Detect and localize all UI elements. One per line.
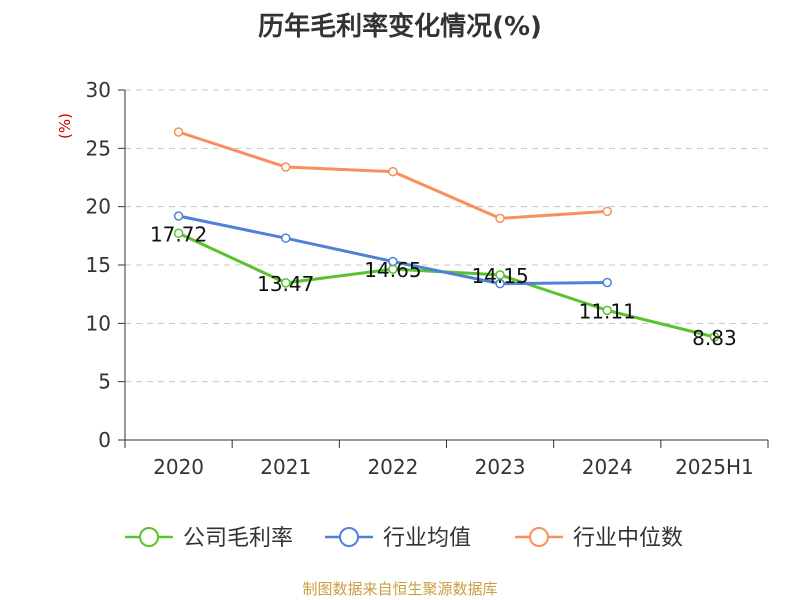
- data-point[interactable]: [173, 228, 184, 239]
- data-label: 13.47: [257, 272, 314, 296]
- legend-swatch-marker: [529, 527, 549, 547]
- x-tick-label: 2024: [582, 455, 633, 479]
- y-tick-label: 5: [98, 370, 111, 394]
- y-tick-label: 25: [86, 136, 111, 160]
- data-point[interactable]: [602, 277, 612, 288]
- axes: 0 5 10 15 20 25 30 (%) 2020 2021 2022 2023 2024 2025H…: [56, 78, 769, 479]
- data-point[interactable]: [709, 332, 720, 342]
- legend-label: 公司毛利率: [183, 526, 293, 551]
- data-point[interactable]: [173, 127, 184, 137]
- data-point[interactable]: [388, 256, 398, 267]
- legend-label: 行业中位数: [573, 526, 683, 551]
- x-tick-label: 2020: [153, 455, 204, 479]
- data-point[interactable]: [173, 211, 184, 221]
- legend-item-1[interactable]: 公司毛利率: [125, 526, 293, 551]
- y-tick-label: 30: [86, 78, 111, 102]
- y-tick-label: 10: [86, 311, 111, 335]
- chart-title: 历年毛利率变化情况(%): [258, 12, 542, 42]
- y-tick-label: 15: [86, 253, 111, 277]
- legend-item-2[interactable]: 行业均值: [325, 526, 471, 551]
- legend-item-3[interactable]: 行业中位数: [515, 526, 683, 551]
- data-point[interactable]: [602, 305, 612, 316]
- y-tick-label: 0: [98, 428, 111, 452]
- y-axis-label: (%): [56, 113, 74, 139]
- x-tick-label: 2025H1: [675, 455, 754, 479]
- data-point[interactable]: [495, 213, 505, 224]
- series-lines: [173, 127, 720, 342]
- data-label: 14.65: [364, 258, 421, 282]
- y-tick-label: 20: [86, 195, 111, 219]
- x-tick-label: 2021: [260, 455, 311, 479]
- data-label: 8.83: [692, 326, 737, 350]
- source-note: 制图数据来自恒生聚源数据库: [302, 580, 498, 598]
- data-point[interactable]: [281, 278, 291, 288]
- data-labels: 17.72 13.47 14.65 14.15 11.11 8.83: [150, 222, 737, 350]
- data-point[interactable]: [495, 278, 505, 289]
- data-label: 14.15: [471, 264, 528, 288]
- data-point[interactable]: [281, 233, 291, 243]
- data-point[interactable]: [281, 162, 291, 172]
- data-label: 17.72: [150, 222, 207, 246]
- x-tick-label: 2023: [475, 455, 526, 479]
- legend-label: 行业均值: [383, 526, 471, 551]
- data-point[interactable]: [602, 206, 612, 217]
- legend[interactable]: 公司毛利率 行业均值 行业中位数: [125, 526, 683, 551]
- gridlines: [125, 89, 768, 383]
- data-label: 11.11: [579, 299, 636, 323]
- x-tick-label: 2022: [367, 455, 418, 479]
- legend-swatch-marker: [139, 527, 159, 547]
- data-point[interactable]: [388, 166, 398, 177]
- legend-swatch-marker: [339, 527, 359, 547]
